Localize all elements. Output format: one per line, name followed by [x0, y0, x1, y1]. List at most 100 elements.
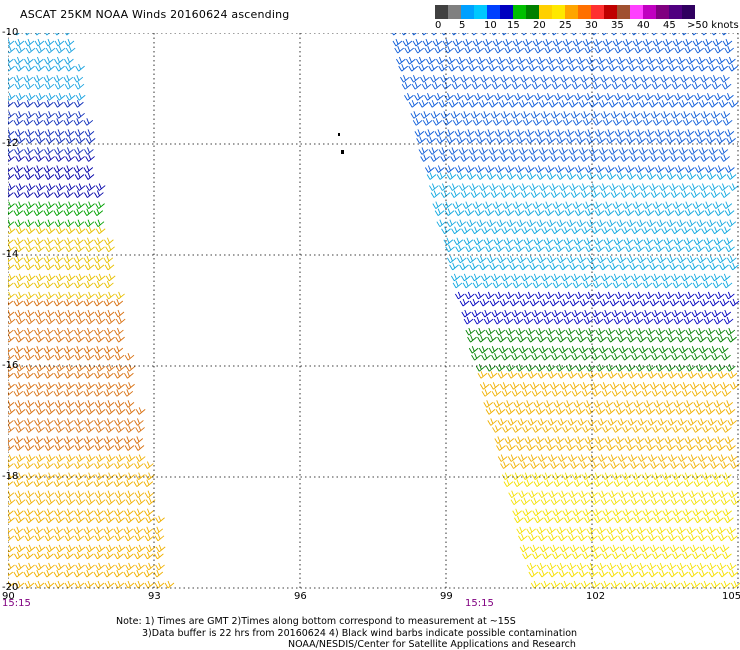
wind-barb [448, 63, 459, 72]
wind-barb [54, 327, 64, 336]
wind-barb [14, 353, 25, 361]
wind-barb [34, 100, 44, 108]
wind-barb [652, 551, 662, 560]
wind-barb [590, 580, 601, 589]
wind-barb [621, 309, 632, 318]
wind-barb [84, 172, 95, 180]
wind-barb [708, 147, 719, 155]
wind-barb [84, 533, 95, 542]
wind-barb [716, 136, 726, 144]
wind-barb [454, 129, 465, 137]
wind-barb [684, 208, 695, 217]
wind-barb [610, 273, 621, 282]
wind-barb [44, 262, 55, 271]
wind-barb [84, 353, 95, 361]
wind-barb [75, 515, 85, 524]
wind-barb [510, 111, 521, 119]
wind-barb [13, 165, 24, 173]
wind-barb [85, 544, 96, 553]
wind-barb [676, 255, 687, 264]
wind-barb [588, 569, 599, 578]
wind-barb [531, 472, 542, 480]
wind-barb [683, 237, 694, 246]
wind-barb [55, 63, 65, 72]
wind-barb [115, 497, 126, 506]
wind-barb [645, 407, 656, 415]
wind-barb [502, 118, 513, 126]
wind-barb [533, 237, 544, 246]
wind-barb [715, 327, 726, 336]
colorbar-label: 25 [559, 20, 572, 31]
wind-barb [613, 479, 624, 487]
wind-barb [602, 118, 613, 126]
wind-barb [514, 291, 525, 300]
wind-barb [456, 172, 467, 180]
wind-barb [84, 327, 94, 336]
wind-barb [601, 389, 612, 397]
wind-barb [610, 461, 620, 469]
longitude-label: 90 [2, 591, 15, 602]
wind-barb [94, 580, 105, 589]
wind-barb [442, 201, 453, 209]
wind-barb [539, 298, 550, 307]
wind-barb [564, 515, 574, 524]
wind-barb [34, 309, 45, 318]
wind-barb [694, 165, 705, 173]
wind-barb [707, 371, 718, 379]
wind-barb [14, 418, 24, 426]
wind-barb [495, 407, 506, 415]
wind-barb [114, 508, 124, 517]
wind-barb [516, 255, 527, 264]
wind-barb [577, 454, 588, 462]
colorbar-swatch [578, 5, 591, 19]
wind-barb [125, 407, 136, 415]
wind-barb [656, 172, 667, 180]
wind-barb [568, 63, 579, 72]
wind-barb [610, 111, 621, 119]
wind-barb [8, 244, 15, 253]
wind-barb [463, 316, 474, 325]
wind-barb [8, 552, 14, 559]
wind-barb [703, 316, 714, 325]
wind-barb [523, 316, 534, 325]
wind-barb [652, 38, 663, 47]
wind-barb [34, 490, 45, 499]
wind-barb [633, 400, 644, 408]
colorbar-swatch [617, 5, 630, 19]
wind-barb [500, 111, 511, 119]
wind-barb [34, 327, 44, 336]
wind-barb [620, 273, 631, 282]
wind-barb [681, 353, 691, 361]
wind-barb [103, 255, 114, 264]
wind-barb [488, 63, 499, 72]
wind-barb [125, 382, 135, 390]
wind-barb [676, 172, 687, 180]
wind-barb [600, 580, 611, 589]
wind-barb [700, 154, 710, 162]
wind-barb [84, 237, 94, 246]
wind-barb [93, 389, 104, 397]
wind-barb [64, 461, 74, 469]
wind-barb [702, 201, 713, 209]
wind-barb [691, 472, 702, 480]
wind-barb [714, 436, 725, 444]
wind-barb [726, 136, 736, 144]
wind-barb [114, 533, 125, 542]
wind-barb [674, 436, 685, 444]
wind-barb [655, 327, 666, 336]
wind-barb [25, 226, 36, 235]
wind-barb [14, 100, 24, 108]
wind-barb [55, 425, 65, 433]
wind-barb [123, 436, 134, 444]
wind-barb [509, 382, 520, 390]
wind-barb [651, 82, 662, 90]
wind-barb [616, 562, 627, 571]
wind-barb [543, 237, 554, 246]
colorbar-label: 0 [435, 20, 442, 31]
colorbar-swatch [656, 5, 669, 19]
wind-barb [654, 208, 665, 217]
wind-barb [727, 418, 738, 426]
wind-barb [94, 400, 105, 408]
wind-barb [135, 407, 146, 415]
wind-barb [598, 345, 609, 354]
